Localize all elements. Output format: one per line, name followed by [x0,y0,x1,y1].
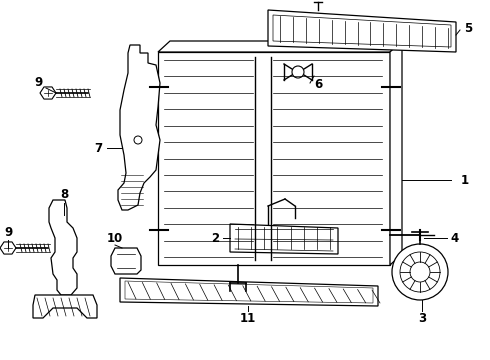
Polygon shape [125,281,373,303]
Text: 9: 9 [4,225,12,238]
Polygon shape [111,248,141,274]
Polygon shape [33,295,97,318]
Text: 3: 3 [418,311,426,324]
Polygon shape [158,52,390,265]
Polygon shape [0,242,16,254]
Circle shape [410,262,430,282]
Polygon shape [120,278,378,306]
Circle shape [392,244,448,300]
Polygon shape [158,41,402,52]
Polygon shape [273,15,451,47]
Polygon shape [40,87,56,99]
Polygon shape [390,41,402,265]
Circle shape [400,252,440,292]
Polygon shape [230,224,338,254]
Text: 1: 1 [461,174,469,186]
Text: 2: 2 [211,231,219,244]
Text: 10: 10 [107,231,123,244]
Circle shape [134,136,142,144]
Polygon shape [268,10,456,52]
Circle shape [292,66,304,78]
Text: 5: 5 [464,22,472,35]
Text: 9: 9 [34,76,42,89]
Text: 8: 8 [60,189,68,202]
Polygon shape [118,45,160,210]
Text: 6: 6 [314,78,322,91]
Text: 4: 4 [451,231,459,244]
Text: 7: 7 [94,141,102,154]
Text: 11: 11 [240,311,256,324]
Polygon shape [49,200,77,295]
